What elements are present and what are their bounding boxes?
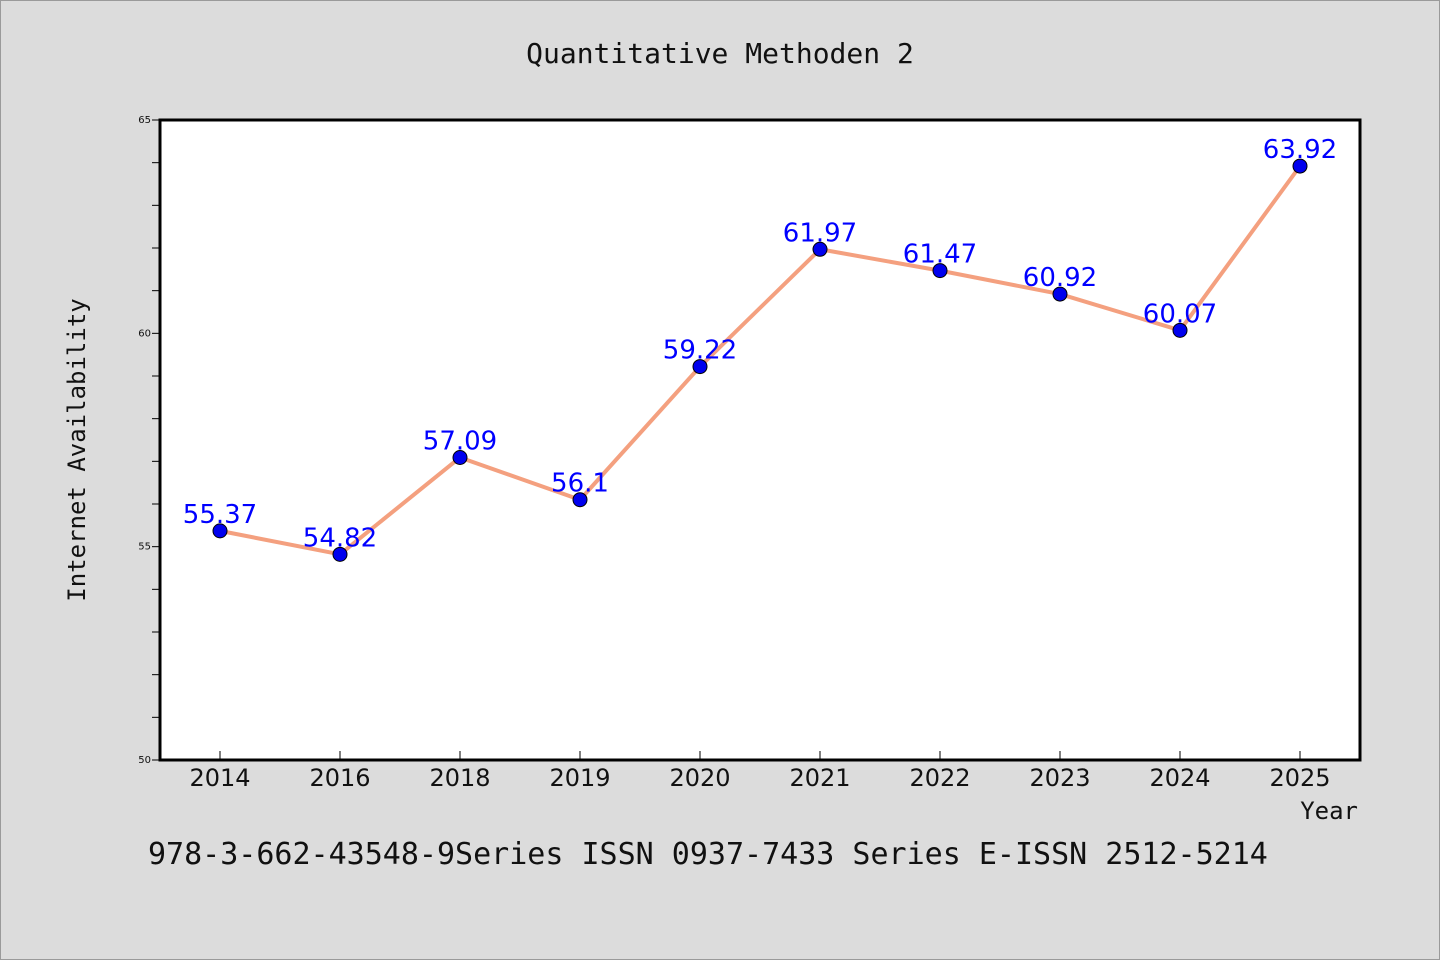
data-point (1292, 158, 1308, 174)
x-tick-label: 2018 (429, 764, 490, 792)
series-line (219, 164, 1302, 557)
data-label: 60.07 (1143, 299, 1217, 329)
data-label: 54.82 (303, 523, 377, 553)
data-label: 60.92 (1023, 263, 1097, 293)
series-markers (212, 158, 1308, 562)
data-point (212, 523, 228, 539)
y-axis-title: Internet Availability (63, 298, 91, 601)
x-tick-label: 2016 (309, 764, 370, 792)
data-point (1172, 322, 1188, 338)
y-tick-label: 60 (138, 328, 151, 339)
data-point (812, 241, 828, 257)
x-tick-label: 2014 (189, 764, 250, 792)
y-tick-label: 55 (138, 542, 151, 553)
data-point (572, 492, 588, 508)
x-tick-label: 2025 (1269, 764, 1330, 792)
data-label: 63.92 (1263, 135, 1337, 165)
data-label: 61.47 (903, 240, 977, 270)
x-axis-title: Year (1300, 797, 1358, 825)
y-tick-label: 65 (138, 115, 151, 126)
footer-text: 978-3-662-43548-9Series ISSN 0937-7433 S… (148, 837, 1268, 872)
x-tick-label: 2021 (789, 764, 850, 792)
data-label: 59.22 (663, 336, 737, 366)
x-tick-label: 2023 (1029, 764, 1090, 792)
x-tick-label: 2020 (669, 764, 730, 792)
x-tick-label: 2022 (909, 764, 970, 792)
data-label: 56.1 (551, 469, 609, 499)
x-axis-ticks: 2014 2016 2018 2019 2020 2021 2022 2023 2024 2025 (189, 751, 1331, 792)
data-point (332, 546, 348, 562)
data-label: 55.37 (183, 500, 257, 530)
data-point (452, 449, 468, 465)
data-point (932, 263, 948, 279)
data-labels: 55.37 54.82 57.09 56.1 59.22 61.97 61.47 60.92 6… (183, 135, 1337, 553)
data-point (692, 359, 708, 375)
data-point (1052, 286, 1068, 302)
plot-area (158, 118, 1362, 762)
y-tick-label: 50 (138, 755, 151, 766)
x-tick-label: 2024 (1149, 764, 1210, 792)
y-axis-ticks: 50 55 60 65 (138, 115, 160, 766)
x-tick-label: 2019 (549, 764, 610, 792)
data-label: 57.09 (423, 426, 497, 456)
chart-title: Quantitative Methoden 2 (526, 37, 914, 70)
data-label: 61.97 (783, 218, 857, 248)
